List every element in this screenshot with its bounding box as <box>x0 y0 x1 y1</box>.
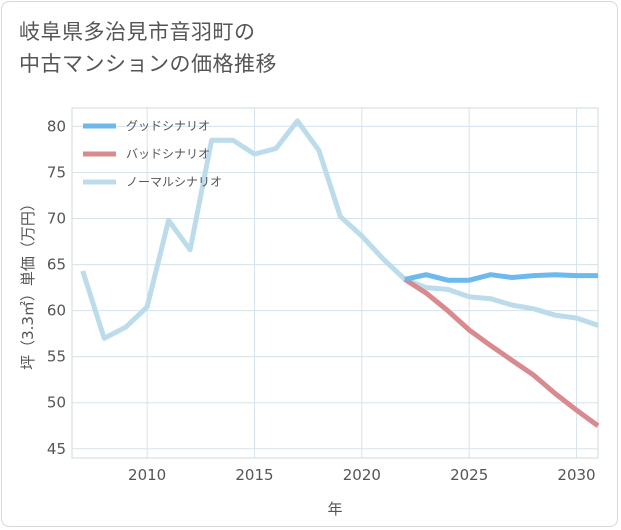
chart-title: 岐阜県多治見市音羽町の 中古マンションの価格推移 <box>19 16 277 80</box>
series-line-0 <box>404 272 598 283</box>
plot-area <box>71 107 599 459</box>
series-line-2 <box>80 118 599 341</box>
legend-label-1: バッドシナリオ <box>126 147 210 161</box>
x-tick-label: 2010 <box>128 466 166 484</box>
chart-title-line-1: 岐阜県多治見市音羽町の <box>19 20 256 44</box>
y-tick-label: 50 <box>47 394 66 412</box>
series-line-1 <box>403 277 600 428</box>
y-axis-ticks: 45 50 55 60 65 70 75 80 <box>47 117 66 457</box>
x-tick-label: 2025 <box>450 466 488 484</box>
y-tick-label: 80 <box>47 117 66 135</box>
x-tick-label: 2015 <box>235 466 273 484</box>
legend-label-2: ノーマルシナリオ <box>126 175 222 189</box>
x-tick-label: 2030 <box>557 466 595 484</box>
chart-title-line-2: 中古マンションの価格推移 <box>19 52 277 76</box>
x-axis-title: 年 <box>327 500 342 518</box>
y-axis-title: 坪（3.3㎡）単価（万円） <box>19 196 37 370</box>
y-tick-label: 70 <box>47 210 66 228</box>
y-tick-label: 60 <box>47 302 66 320</box>
series-lines <box>80 118 600 428</box>
grid-lines <box>72 108 598 458</box>
y-tick-label: 75 <box>47 163 66 181</box>
y-tick-label: 65 <box>47 256 66 274</box>
x-tick-label: 2020 <box>343 466 381 484</box>
y-tick-label: 55 <box>47 348 66 366</box>
legend-label-0: グッドシナリオ <box>126 119 210 133</box>
x-axis-ticks: 2010 2015 2020 2025 2030 <box>128 466 596 484</box>
y-tick-label: 45 <box>47 440 66 458</box>
